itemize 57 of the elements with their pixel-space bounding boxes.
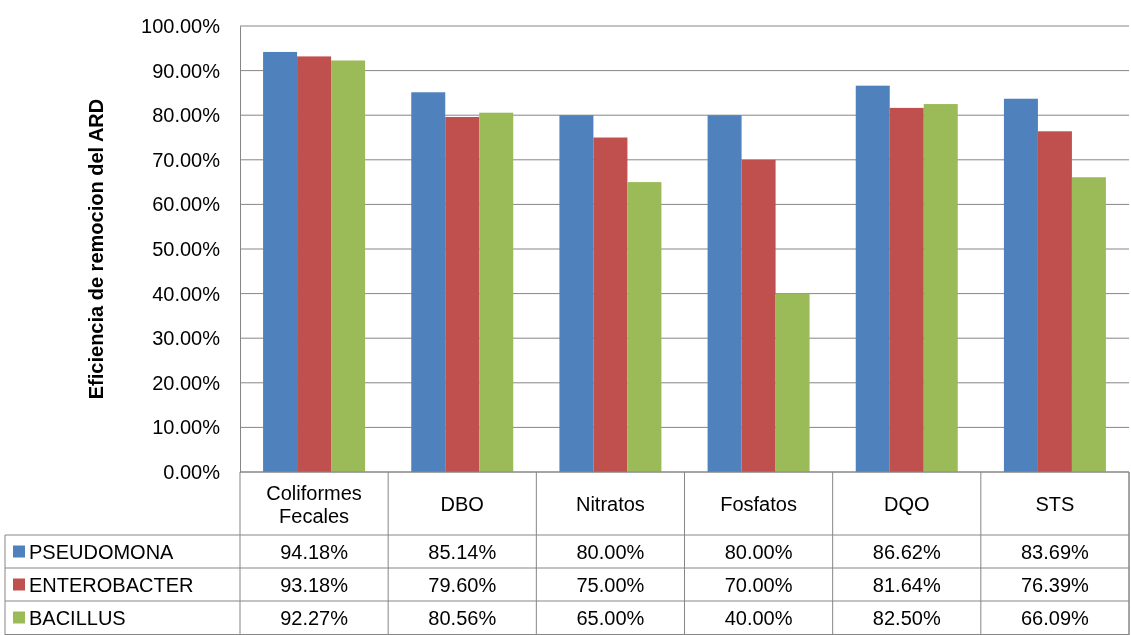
y-tick-label: 20.00% [152,371,221,394]
bar [331,60,366,472]
data-label: 86.62% [872,540,941,563]
data-label: 92.27% [280,606,349,629]
data-label: 81.64% [872,573,941,596]
bar [707,115,742,472]
x-tick-label: STS [1035,492,1075,515]
y-tick-label: 80.00% [152,104,221,127]
bar [1037,131,1072,472]
data-label: 83.69% [1020,540,1090,563]
bar [263,51,298,472]
bar [411,92,446,472]
bar [855,85,890,472]
bar [1071,177,1106,472]
data-label: 66.09% [1020,606,1090,629]
y-tick-label: 40.00% [152,282,221,305]
x-tick-label: Fosfatos [720,492,797,515]
y-tick-label: 70.00% [152,148,221,171]
bar [923,104,958,472]
data-label: 85.14% [428,540,497,563]
y-tick-label: 30.00% [152,327,221,350]
bar [889,107,924,472]
data-label: 40.00% [724,606,793,629]
data-label: 75.00% [576,573,645,596]
bar [741,159,776,472]
bar [559,115,594,472]
y-tick-label: 60.00% [152,193,221,216]
data-label: 80.00% [576,540,645,563]
x-tick-label: DQO [883,492,930,515]
bar [593,137,628,472]
legend-label: ENTEROBACTER [29,573,194,596]
bar [297,56,332,472]
legend-label: PSEUDOMONA [29,540,175,563]
y-tick-label: 0.00% [163,460,221,483]
data-label: 80.00% [724,540,793,563]
y-tick-label: 50.00% [152,237,221,260]
y-tick-label: 90.00% [152,59,221,82]
bar [775,293,810,472]
bar [479,112,514,472]
y-tick-label: 10.00% [152,416,221,439]
bar [445,116,480,472]
legend-label: BACILLUS [29,606,126,629]
x-tick-label: DBO [440,492,484,515]
x-tick-label: Nitratos [575,492,645,515]
data-label: 70.00% [724,573,793,596]
bar [627,182,662,472]
data-label: 76.39% [1020,573,1090,596]
y-axis-title: Eficiencia de remocion del ARD [85,98,107,400]
data-label: 65.00% [576,606,645,629]
bar [1003,98,1038,472]
data-label: 94.18% [280,540,349,563]
x-tick-label: Coliformes Fecales [266,481,362,527]
data-label: 80.56% [428,606,497,629]
y-tick-label: 100.00% [141,14,221,37]
data-label: 82.50% [872,606,941,629]
data-label: 79.60% [428,573,497,596]
data-label: 93.18% [280,573,349,596]
